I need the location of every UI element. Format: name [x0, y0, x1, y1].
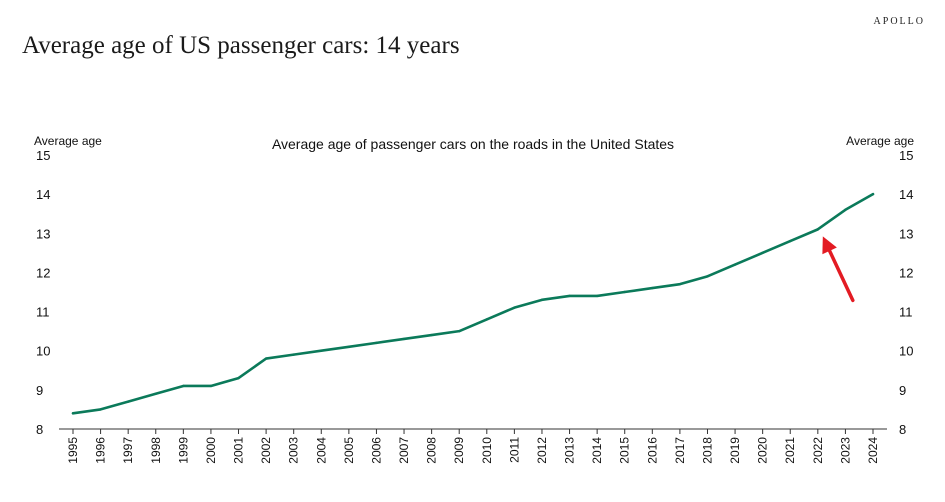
y-tick-left-11: 11 [36, 305, 50, 320]
data-point-1995 [71, 412, 75, 415]
series-line-0 [71, 192, 875, 415]
data-point-2006 [375, 341, 378, 345]
x-tick-label-1998: 1998 [149, 437, 163, 464]
y-tick-left-12: 12 [36, 265, 50, 280]
data-point-2001 [237, 376, 240, 380]
x-axis: 1995 1996 1997 1998 1999 2000 2001 2002 2003 2004… [59, 428, 887, 464]
data-point-1996 [99, 408, 102, 411]
data-point-2012 [540, 298, 544, 302]
y-tick-right-13: 13 [899, 226, 913, 241]
x-tick-label-2006: 2006 [369, 437, 383, 464]
data-point-2016 [651, 286, 654, 290]
x-tick-label-2012: 2012 [535, 437, 549, 464]
data-point-2020 [761, 251, 764, 255]
data-point-2022 [816, 228, 820, 231]
data-point-2003 [292, 353, 295, 356]
x-tick-label-2021: 2021 [783, 437, 797, 464]
y-tick-left-8: 8 [36, 422, 43, 437]
x-tick-label-2004: 2004 [314, 437, 328, 464]
y-axis-label-left: Average age [34, 134, 102, 148]
x-tick-label-2003: 2003 [287, 437, 301, 464]
data-point-2010 [485, 318, 488, 321]
x-tick-label-2011: 2011 [507, 437, 521, 463]
y-tick-right-11: 11 [899, 305, 913, 320]
y-tick-left-10: 10 [36, 344, 50, 359]
x-tick-label-2023: 2023 [838, 437, 852, 464]
annotation-layer [822, 236, 855, 303]
x-tick-label-2002: 2002 [259, 437, 273, 464]
x-tick-label-2001: 2001 [232, 437, 246, 464]
y-tick-right-8: 8 [899, 422, 906, 437]
x-tick-label-1999: 1999 [176, 437, 190, 464]
data-point-2007 [402, 337, 406, 341]
brand-logo: APOLLO [873, 16, 925, 27]
x-tick-label-2017: 2017 [673, 437, 687, 464]
annotation-arrow-shaft [827, 249, 855, 303]
chart-title: Average age of passenger cars on the roa… [272, 136, 674, 152]
data-point-2013 [568, 294, 571, 298]
y-tick-right-12: 12 [899, 265, 913, 280]
data-point-2021 [789, 239, 792, 243]
data-point-2011 [513, 306, 516, 309]
annotation-arrow-head [822, 236, 837, 255]
x-tick-label-2014: 2014 [590, 437, 604, 464]
x-tick-label-2020: 2020 [756, 437, 770, 464]
data-point-2008 [430, 333, 433, 337]
x-tick-label-2007: 2007 [397, 437, 411, 464]
x-tick-label-2000: 2000 [204, 437, 218, 464]
y-tick-left-14: 14 [36, 187, 50, 202]
data-point-2002 [264, 357, 268, 360]
x-tick-label-2018: 2018 [700, 437, 714, 464]
x-tick-label-2016: 2016 [645, 437, 659, 464]
data-point-2017 [678, 282, 682, 286]
data-point-2015 [623, 290, 626, 294]
x-tick-label-1996: 1996 [94, 437, 108, 464]
x-tick-label-2022: 2022 [811, 437, 825, 464]
x-tick-label-2024: 2024 [866, 437, 880, 464]
data-point-2000 [209, 384, 213, 388]
x-tick-label-1995: 1995 [66, 437, 80, 464]
y-tick-left-15: 15 [36, 148, 50, 163]
data-point-2009 [458, 329, 461, 333]
series-layer [71, 192, 875, 415]
data-point-2024 [871, 192, 875, 196]
y-tick-right-15: 15 [899, 148, 913, 163]
data-point-1998 [154, 392, 157, 395]
x-tick-label-2005: 2005 [342, 437, 356, 464]
y-tick-right-14: 14 [899, 187, 913, 202]
x-tick-label-2010: 2010 [480, 437, 494, 464]
data-point-2019 [733, 263, 737, 266]
x-tick-label-2019: 2019 [728, 437, 742, 464]
data-point-2004 [320, 349, 323, 352]
y-ticks-left: 8 9 10 11 12 13 14 15 [36, 148, 50, 437]
data-point-2023 [844, 208, 847, 211]
y-axis-label-right: Average age [846, 134, 914, 148]
x-tick-label-2013: 2013 [563, 437, 577, 464]
data-point-2018 [706, 275, 709, 278]
x-tick-label-2008: 2008 [425, 437, 439, 464]
y-ticks-right: 8 9 10 11 12 13 14 15 [899, 148, 913, 437]
data-point-1999 [182, 384, 185, 388]
y-tick-right-9: 9 [899, 383, 906, 398]
y-tick-left-9: 9 [36, 383, 43, 398]
x-tick-label-2015: 2015 [618, 437, 632, 464]
page-title: Average age of US passenger cars: 14 yea… [22, 32, 460, 59]
x-tick-label-2009: 2009 [452, 437, 466, 464]
data-point-2014 [595, 294, 599, 298]
data-point-2005 [347, 345, 351, 348]
data-point-1997 [126, 400, 130, 403]
y-tick-left-13: 13 [36, 226, 50, 241]
x-tick-label-1997: 1997 [121, 437, 135, 464]
y-tick-right-10: 10 [899, 344, 913, 359]
